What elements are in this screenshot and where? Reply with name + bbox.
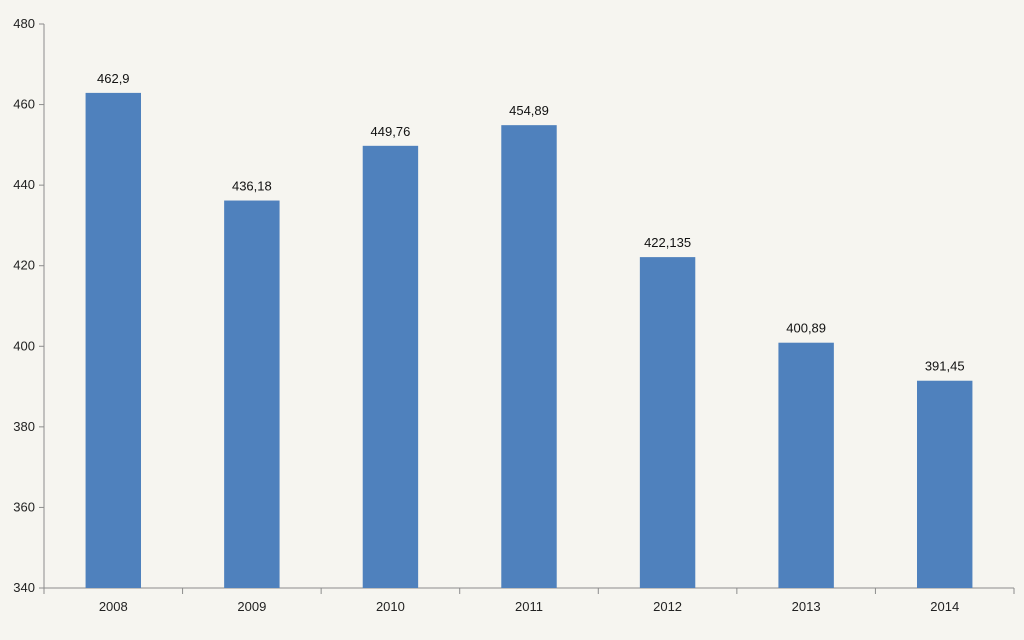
y-tick-label: 420 — [13, 258, 35, 273]
bar-2010 — [362, 145, 419, 588]
data-label-2010: 449,76 — [371, 124, 411, 139]
data-labels: 462,9 436,18 449,76 454,89 422,135 400,89 391,… — [97, 71, 965, 374]
x-tick-label-2014: 2014 — [930, 599, 959, 614]
y-tick-label: 360 — [13, 499, 35, 514]
bars — [85, 92, 973, 589]
bar-2009 — [224, 200, 280, 589]
y-tick-label: 340 — [13, 580, 35, 595]
x-tick-label-2013: 2013 — [792, 599, 821, 614]
bar-2012 — [639, 257, 696, 588]
x-tick-label-2009: 2009 — [237, 599, 266, 614]
data-label-2014: 391,45 — [925, 359, 965, 374]
y-tick-label: 400 — [13, 338, 35, 353]
data-label-2011: 454,89 — [509, 103, 549, 118]
x-tick-label-2012: 2012 — [653, 599, 682, 614]
bar-2011 — [501, 125, 557, 589]
data-label-2009: 436,18 — [232, 179, 272, 194]
x-axis: 2008 2009 2010 2011 2012 2013 2014 — [43, 587, 1015, 614]
y-tick-label: 440 — [13, 177, 35, 192]
bar-2008 — [85, 92, 141, 588]
bar-2013 — [778, 342, 834, 588]
data-label-2008: 462,9 — [97, 71, 130, 86]
y-tick-label: 460 — [13, 97, 35, 112]
data-label-2013: 400,89 — [786, 321, 826, 336]
x-tick-label-2008: 2008 — [99, 599, 128, 614]
y-tick-label: 380 — [13, 419, 35, 434]
y-tick-label: 480 — [13, 16, 35, 31]
y-axis: 340 360 380 400 420 440 460 480 — [13, 16, 45, 595]
bar-2014 — [917, 380, 973, 588]
x-tick-label-2011: 2011 — [515, 599, 543, 614]
data-label-2012: 422,135 — [644, 235, 691, 250]
x-tick-label-2010: 2010 — [376, 599, 405, 614]
